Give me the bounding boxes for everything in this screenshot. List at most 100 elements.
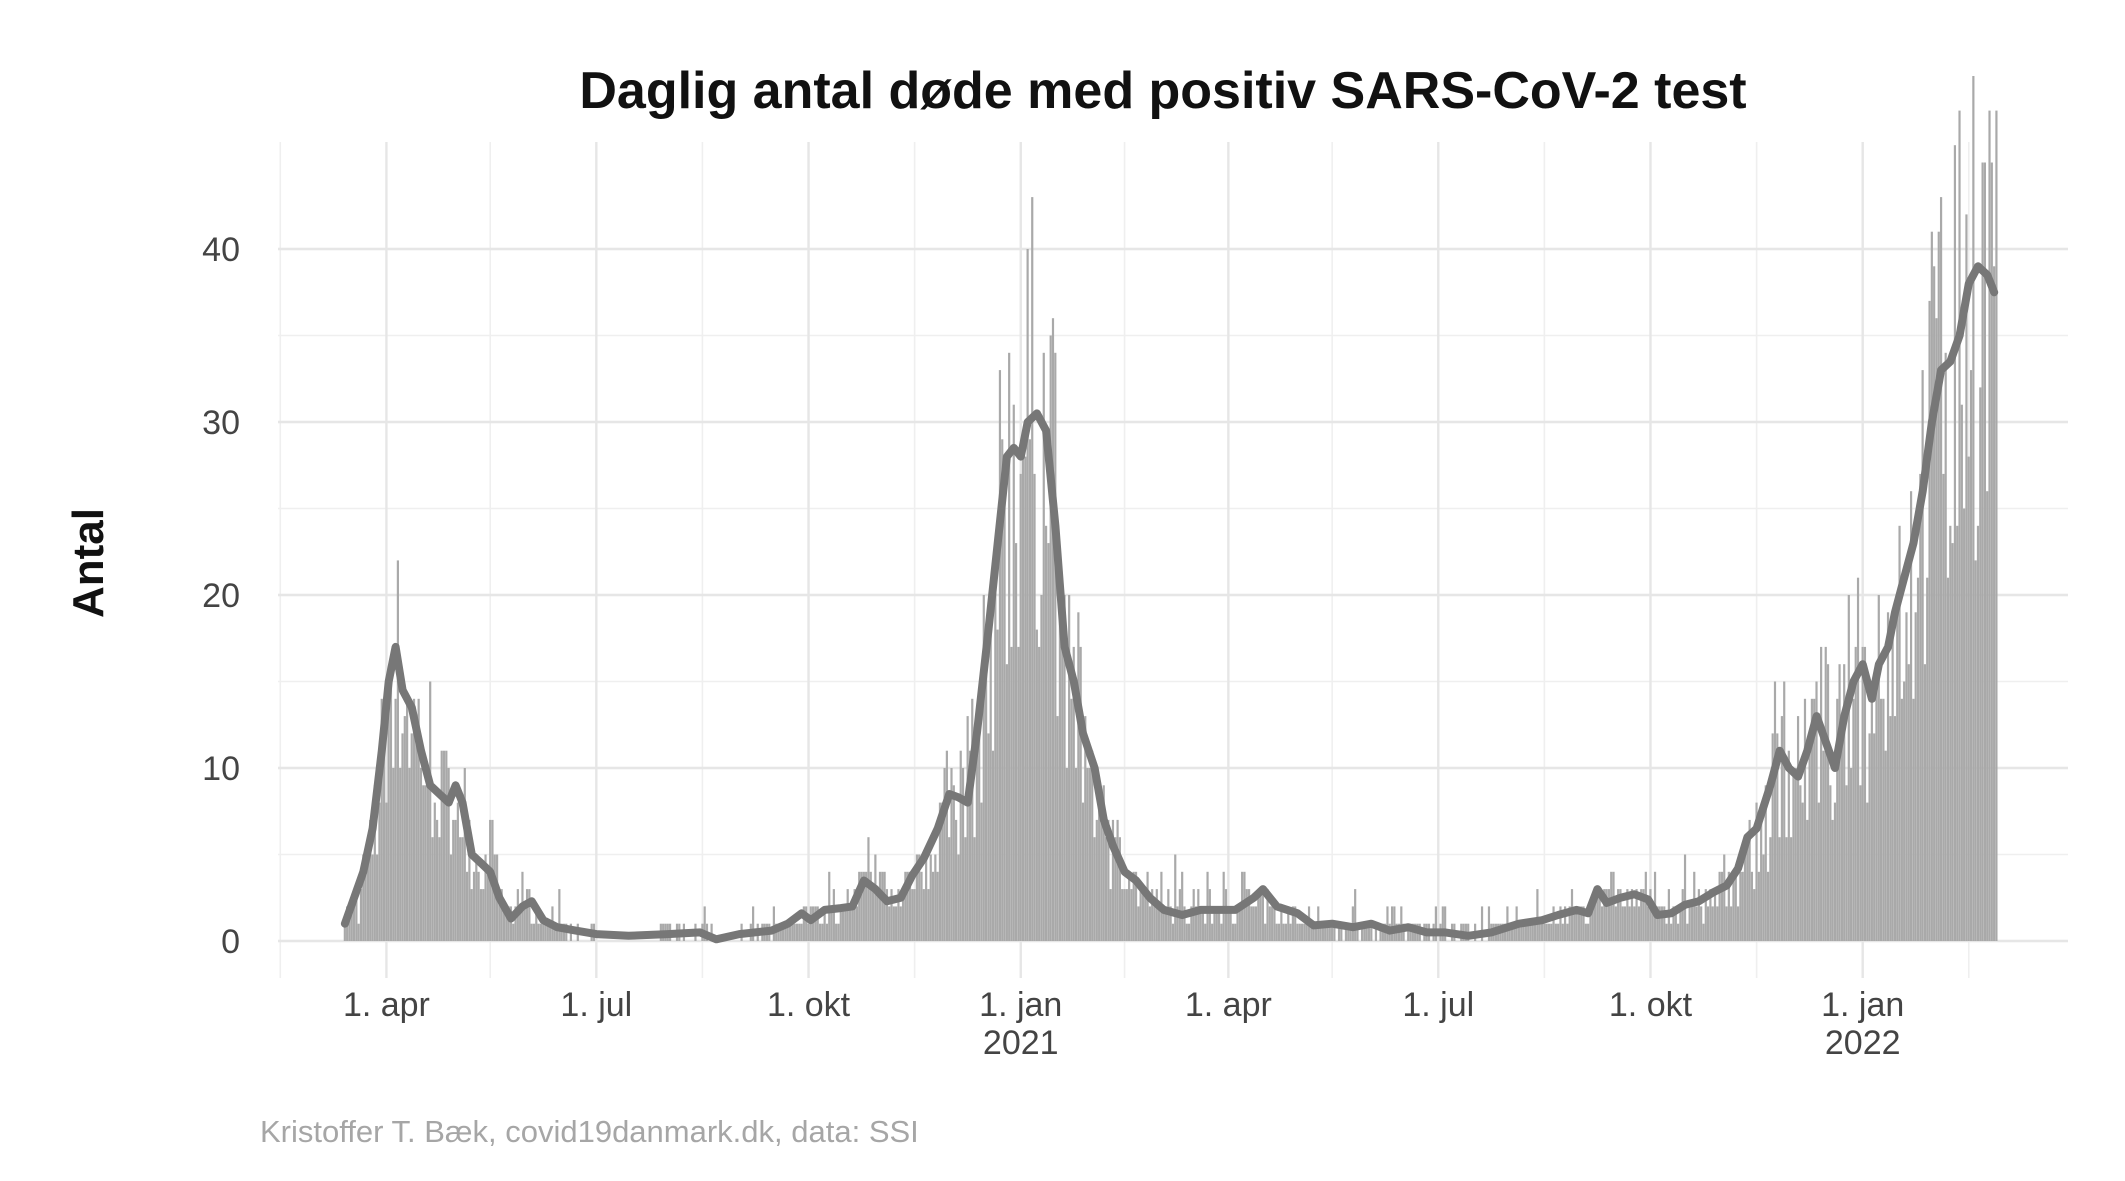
daily-bar bbox=[1584, 923, 1587, 941]
daily-bar bbox=[382, 698, 386, 941]
daily-bar bbox=[1095, 819, 1098, 941]
daily-bar bbox=[1379, 923, 1382, 941]
daily-bar bbox=[1753, 889, 1756, 941]
daily-bar bbox=[1321, 923, 1324, 941]
daily-bar bbox=[1783, 681, 1786, 941]
daily-bar bbox=[1614, 906, 1617, 941]
daily-bar bbox=[1123, 889, 1126, 941]
daily-bar bbox=[1559, 906, 1562, 941]
daily-bar bbox=[841, 906, 845, 941]
daily-bar bbox=[1162, 906, 1165, 941]
daily-bar bbox=[1893, 716, 1897, 941]
daily-bar bbox=[1158, 906, 1161, 941]
daily-bar bbox=[943, 768, 946, 941]
daily-bar bbox=[1019, 473, 1022, 941]
daily-bar bbox=[1820, 646, 1823, 941]
daily-bar bbox=[941, 802, 944, 941]
daily-bar bbox=[1647, 906, 1650, 941]
daily-bar bbox=[1077, 612, 1080, 941]
daily-bar bbox=[1824, 646, 1827, 941]
daily-bar bbox=[415, 733, 418, 941]
daily-bar bbox=[812, 906, 815, 941]
daily-bar bbox=[1294, 906, 1297, 941]
daily-bar bbox=[1305, 923, 1308, 941]
daily-bar bbox=[874, 854, 877, 941]
daily-bar bbox=[1340, 923, 1343, 941]
daily-bar bbox=[555, 923, 559, 941]
daily-bar bbox=[512, 923, 515, 941]
daily-bar bbox=[1707, 906, 1710, 941]
daily-bar bbox=[1091, 750, 1094, 941]
daily-bar bbox=[869, 871, 872, 941]
daily-bar bbox=[816, 906, 819, 941]
daily-bar bbox=[440, 750, 443, 941]
daily-bar bbox=[1741, 871, 1744, 941]
daily-bar bbox=[1374, 923, 1378, 941]
daily-bar bbox=[846, 889, 849, 941]
daily-bar bbox=[1287, 906, 1290, 941]
daily-bar bbox=[475, 854, 478, 941]
daily-bar bbox=[1942, 473, 1945, 941]
daily-bar bbox=[1880, 698, 1883, 941]
daily-bar bbox=[1208, 889, 1211, 941]
daily-bar bbox=[1312, 923, 1315, 941]
daily-bar bbox=[1236, 906, 1239, 941]
daily-bar bbox=[1040, 595, 1043, 941]
daily-bar bbox=[1898, 525, 1901, 941]
daily-bar bbox=[535, 906, 538, 941]
moving-average-line bbox=[340, 262, 1999, 944]
daily-bar bbox=[1801, 802, 1804, 941]
daily-bar bbox=[1021, 439, 1025, 941]
chart-title: Daglig antal døde med positiv SARS-CoV-2… bbox=[579, 62, 1746, 120]
daily-bar bbox=[1983, 162, 1986, 941]
daily-bar bbox=[348, 906, 351, 941]
daily-bar bbox=[883, 871, 886, 941]
daily-bar bbox=[788, 923, 792, 941]
daily-bar bbox=[1164, 906, 1168, 941]
x-tick-label: 1. apr bbox=[343, 986, 430, 1024]
x-tick-label: 1. apr bbox=[1185, 986, 1272, 1024]
daily-bar bbox=[1204, 923, 1207, 941]
daily-bar bbox=[539, 923, 543, 941]
daily-bar bbox=[915, 854, 918, 941]
daily-bar bbox=[786, 923, 789, 941]
daily-bar bbox=[1697, 889, 1700, 941]
daily-bar bbox=[996, 629, 999, 941]
daily-bar bbox=[1365, 923, 1368, 941]
daily-bar bbox=[1347, 923, 1350, 941]
daily-bar bbox=[1769, 837, 1772, 941]
daily-bar bbox=[528, 889, 531, 941]
daily-bar bbox=[938, 802, 942, 941]
daily-bar bbox=[1522, 923, 1525, 941]
daily-bar bbox=[1896, 595, 1899, 941]
daily-bar bbox=[1098, 785, 1101, 941]
daily-bar bbox=[1487, 906, 1491, 941]
daily-bar bbox=[1109, 889, 1112, 941]
daily-bar bbox=[798, 923, 801, 941]
daily-bar bbox=[929, 854, 932, 941]
daily-bar bbox=[1088, 768, 1091, 941]
daily-bar bbox=[1923, 664, 1927, 941]
daily-bar bbox=[1146, 871, 1149, 941]
daily-bar bbox=[1231, 923, 1235, 941]
daily-bar bbox=[1903, 681, 1906, 941]
x-tick-label: 1. jan bbox=[979, 986, 1062, 1024]
y-tick-label: 30 bbox=[202, 404, 240, 442]
daily-bar bbox=[410, 733, 413, 941]
daily-bar bbox=[1038, 646, 1041, 941]
daily-bar bbox=[1577, 906, 1581, 941]
daily-bar bbox=[359, 889, 363, 941]
daily-bar bbox=[369, 819, 372, 941]
daily-bar bbox=[1709, 889, 1712, 941]
daily-bar bbox=[1912, 698, 1915, 941]
daily-bar bbox=[1806, 819, 1809, 941]
daily-bar bbox=[1640, 889, 1643, 941]
daily-bar bbox=[558, 889, 561, 941]
daily-bar bbox=[710, 923, 713, 941]
daily-bar bbox=[1273, 906, 1276, 941]
daily-bar bbox=[1884, 750, 1887, 941]
daily-bar bbox=[454, 819, 457, 941]
daily-bar bbox=[429, 681, 432, 941]
daily-bar bbox=[848, 906, 852, 941]
daily-bar bbox=[1130, 889, 1133, 941]
